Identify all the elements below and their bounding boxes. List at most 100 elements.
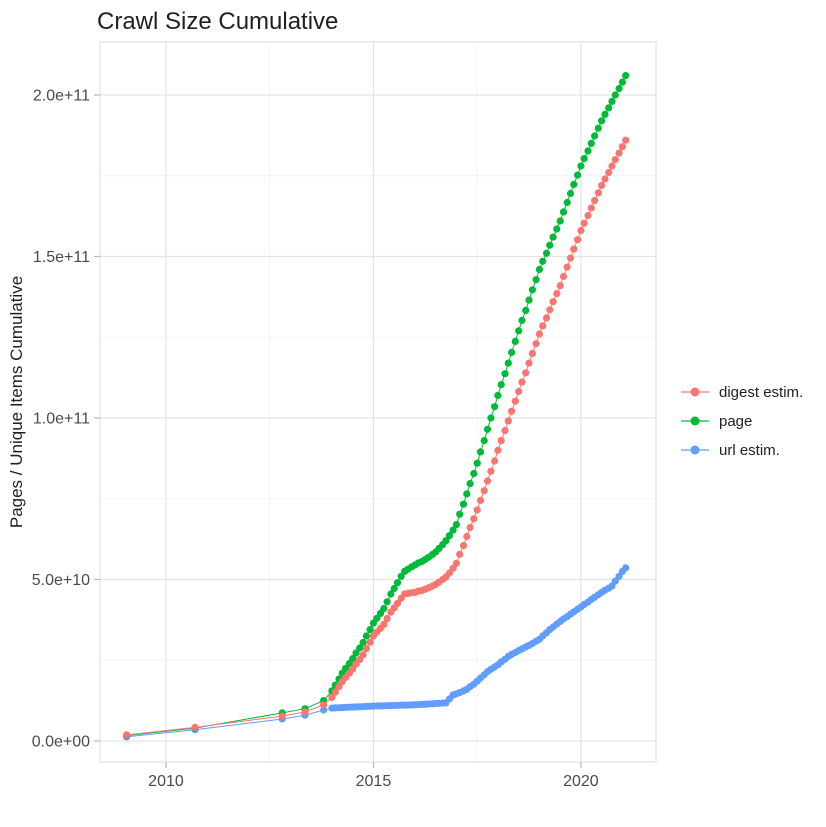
data-point (504, 359, 512, 367)
data-point (511, 397, 519, 405)
data-point (476, 496, 485, 504)
data-point (601, 175, 609, 183)
data-point (515, 327, 523, 335)
data-point (483, 477, 492, 485)
data-point (580, 155, 588, 163)
data-point (566, 189, 575, 198)
data-point (487, 467, 495, 475)
data-point (611, 577, 619, 585)
data-point (611, 156, 619, 164)
data-point (383, 598, 391, 606)
data-point (328, 693, 336, 702)
data-point (518, 316, 526, 324)
data-point (615, 149, 623, 157)
data-point (508, 407, 516, 415)
data-point (608, 162, 616, 170)
data-point (556, 217, 564, 225)
data-point (470, 515, 478, 523)
data-point (356, 644, 364, 652)
legend-item-url-estim: url estim. (681, 442, 780, 459)
data-point (373, 614, 381, 622)
panel-border (99, 41, 657, 763)
data-point (563, 198, 571, 207)
data-point (359, 638, 367, 647)
data-point (532, 276, 540, 284)
data-point (380, 620, 388, 629)
data-point (459, 542, 468, 550)
series-digest-estim (123, 136, 630, 739)
data-point (480, 437, 488, 445)
data-point (570, 245, 578, 253)
data-point (618, 143, 627, 151)
data-point (570, 180, 578, 188)
y-axis: 0.0e+00 5.0e+10 1.0e+11 1.5e+11 2.0e+11 (32, 87, 100, 751)
data-point (577, 162, 585, 170)
data-point (320, 701, 328, 709)
data-point (528, 349, 537, 357)
data-point (387, 590, 395, 598)
data-point (532, 340, 540, 348)
series-line-digest-estim (126, 139, 627, 736)
data-point (618, 78, 627, 86)
data-point (594, 189, 602, 197)
data-point (556, 282, 564, 290)
data-point (380, 605, 388, 613)
y-tick-label: 5.0e+10 (32, 572, 90, 589)
data-point (601, 110, 609, 118)
data-point (566, 254, 575, 262)
legend-key-point (690, 416, 700, 426)
data-point (501, 427, 509, 435)
data-point (473, 459, 481, 467)
data-point (522, 306, 530, 314)
data-point (528, 286, 537, 294)
data-point (549, 298, 557, 306)
data-point (587, 139, 595, 147)
data-point (442, 537, 450, 545)
data-point (622, 136, 630, 144)
data-point (352, 649, 360, 657)
data-point (522, 369, 530, 377)
data-point (539, 322, 547, 330)
data-point (591, 197, 599, 205)
data-point (580, 219, 588, 227)
data-point (518, 378, 526, 386)
data-point (470, 469, 478, 478)
data-point (622, 72, 630, 80)
data-point (605, 168, 613, 177)
data-point (549, 233, 557, 241)
data-point (473, 506, 481, 514)
legend-label: url estim. (719, 442, 780, 459)
data-point (445, 532, 453, 540)
data-point (494, 391, 502, 399)
data-point (487, 414, 495, 422)
data-point (577, 227, 585, 235)
data-point (393, 599, 402, 608)
legend: digest estim. page url estim. (681, 384, 803, 459)
data-point (452, 521, 460, 529)
data-point (546, 241, 554, 249)
data-point (608, 97, 616, 105)
series-url-estim (123, 564, 630, 741)
x-axis: 2010 2015 2020 (148, 762, 599, 790)
data-point (362, 632, 370, 640)
data-point (574, 171, 582, 179)
data-point (542, 314, 551, 322)
data-point (366, 638, 374, 646)
data-point (591, 132, 599, 140)
data-point (508, 348, 516, 356)
data-point (456, 510, 464, 518)
data-point (390, 584, 398, 593)
legend-item-page: page (681, 413, 752, 430)
data-point (359, 651, 367, 659)
data-point (611, 91, 619, 99)
data-point (539, 257, 547, 265)
data-point (491, 457, 499, 465)
data-point (525, 296, 533, 304)
data-point (501, 370, 509, 378)
x-tick-label: 2010 (148, 773, 184, 790)
x-tick-label: 2015 (356, 773, 392, 790)
series-page (123, 72, 630, 740)
data-point (515, 387, 523, 396)
legend-label: digest estim. (719, 384, 803, 401)
data-point (191, 723, 199, 732)
